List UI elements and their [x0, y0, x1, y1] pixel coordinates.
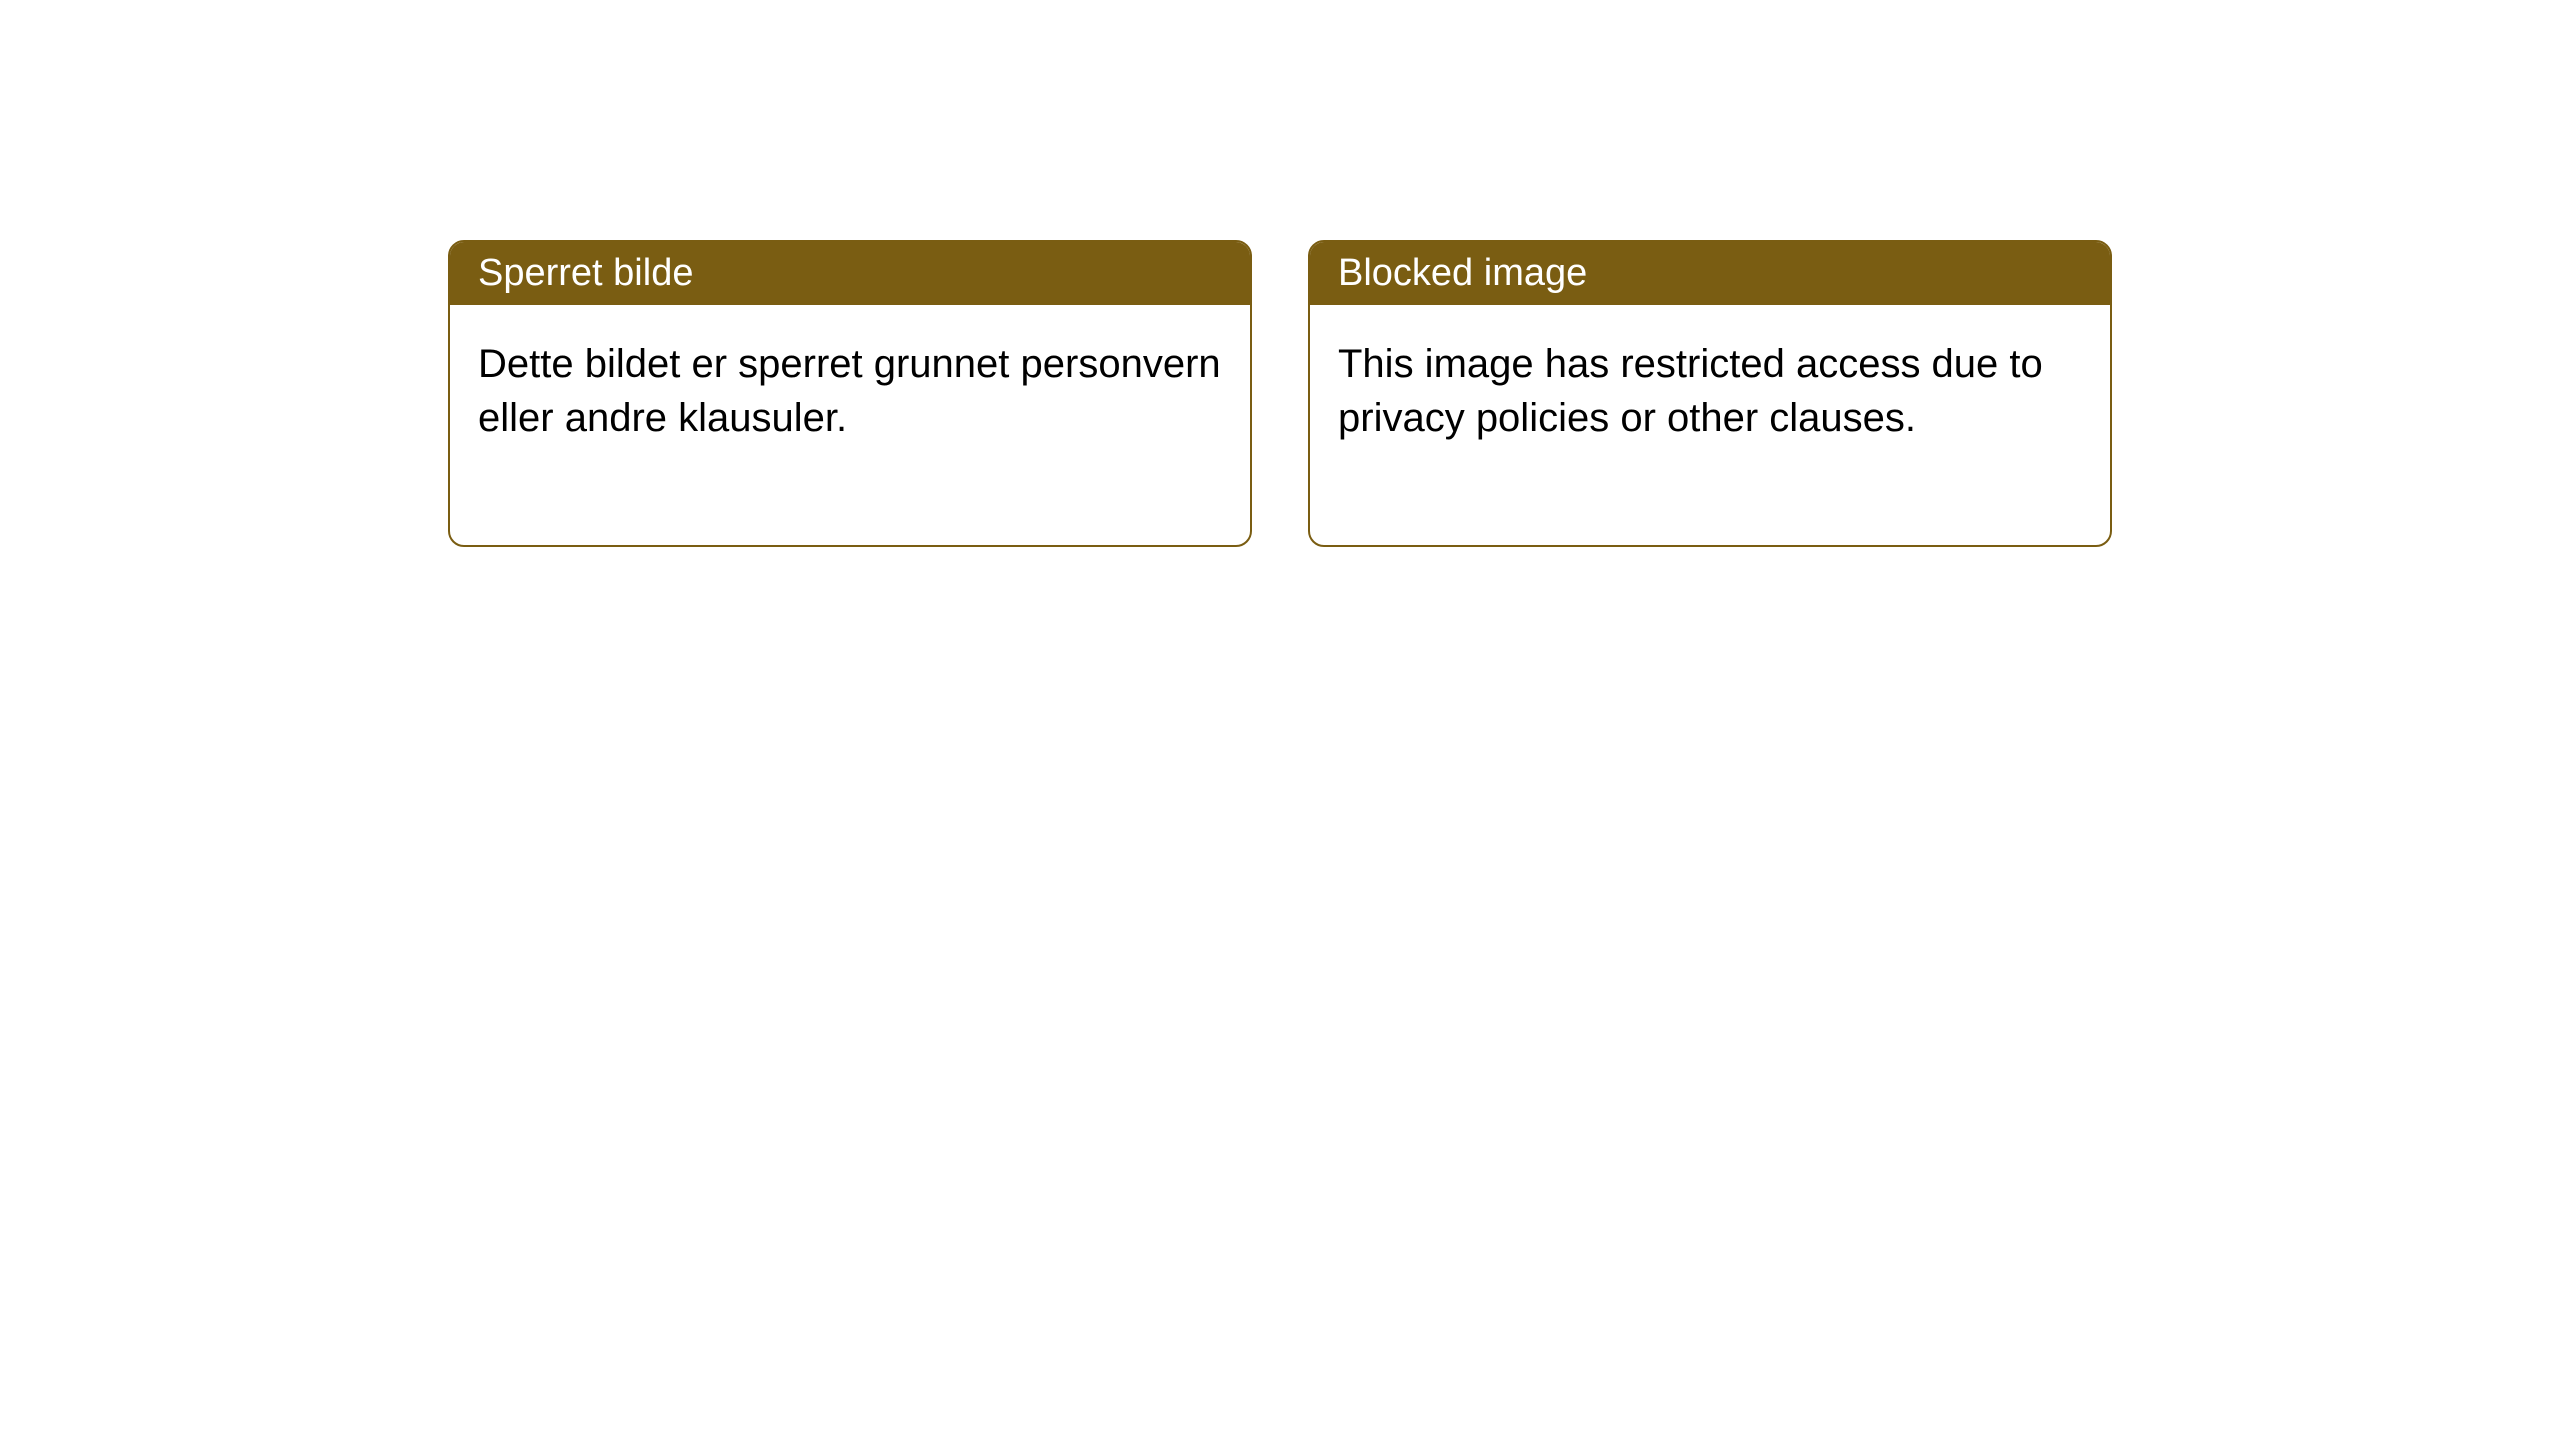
card-title: Blocked image	[1310, 242, 2110, 305]
card-body: Dette bildet er sperret grunnet personve…	[450, 305, 1250, 545]
notice-card-norwegian: Sperret bilde Dette bildet er sperret gr…	[448, 240, 1252, 547]
notice-card-english: Blocked image This image has restricted …	[1308, 240, 2112, 547]
card-title: Sperret bilde	[450, 242, 1250, 305]
notice-cards-row: Sperret bilde Dette bildet er sperret gr…	[448, 240, 2112, 547]
card-body: This image has restricted access due to …	[1310, 305, 2110, 545]
